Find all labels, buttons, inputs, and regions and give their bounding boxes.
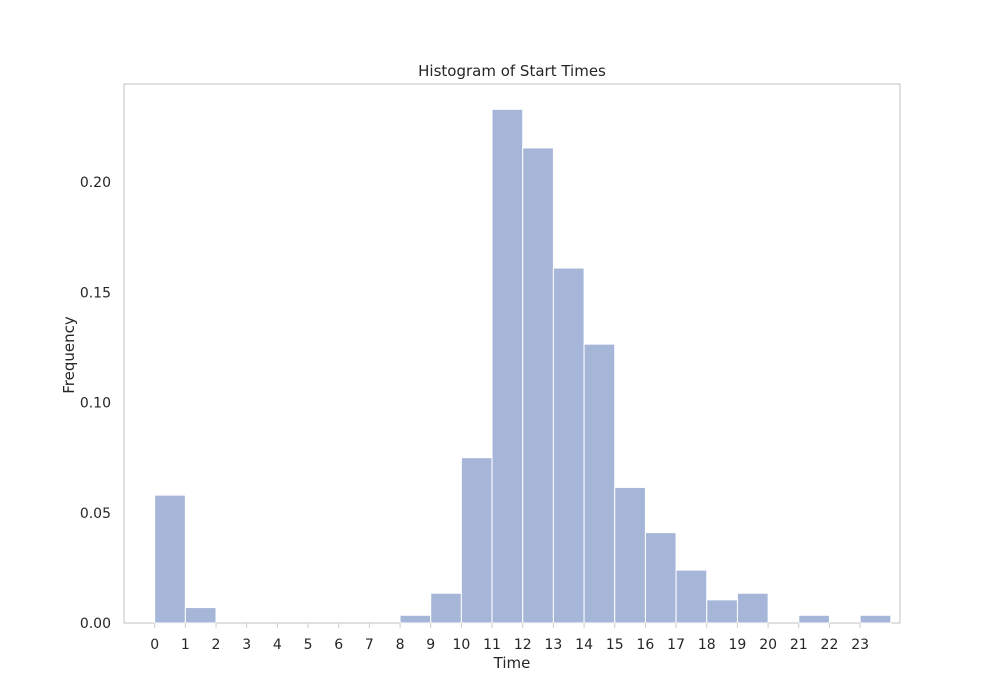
y-tick-label-0_10: 0.10 [80, 396, 111, 412]
histogram-bar-15 [614, 486, 646, 624]
histogram-bar-14 [583, 343, 616, 624]
y-axis-label: Frequency [60, 316, 78, 394]
histogram-bar-13 [552, 267, 585, 624]
histogram-bar-23 [859, 614, 892, 624]
x-tick-label-13: 13 [544, 637, 562, 653]
x-tick-label-3: 3 [242, 637, 251, 653]
x-tick-label-2: 2 [212, 637, 221, 653]
histogram-bar-0 [154, 494, 186, 624]
x-tick-label-8: 8 [396, 637, 405, 653]
histogram-bar-12 [522, 147, 554, 624]
x-tick-label-1: 1 [181, 637, 190, 653]
histogram-bar-19 [736, 592, 769, 624]
histogram-bar-9 [430, 592, 462, 624]
x-tick-label-18: 18 [698, 637, 716, 653]
x-tick-label-11: 11 [483, 637, 501, 653]
y-tick-label-0_00: 0.00 [80, 616, 111, 632]
x-tick-label-7: 7 [365, 637, 374, 653]
x-tick-label-21: 21 [790, 637, 808, 653]
bars-layer [154, 108, 892, 624]
x-tick-label-12: 12 [514, 637, 532, 653]
x-axis-label: Time [493, 654, 531, 672]
x-tick-label-9: 9 [426, 637, 435, 653]
x-tick-label-4: 4 [273, 637, 282, 653]
histogram-bar-17 [675, 569, 708, 624]
histogram-bar-1 [184, 607, 217, 624]
chart-title: Histogram of Start Times [418, 62, 606, 80]
histogram-bar-10 [460, 457, 493, 624]
x-axis-ticks: 0 1 2 3 4 5 6 7 8 9 10 11 12 13 14 15 16 17 18 19 20 21 22 23 [150, 623, 869, 653]
histogram-bar-11 [491, 108, 524, 624]
x-tick-label-10: 10 [452, 637, 470, 653]
x-tick-label-17: 17 [667, 637, 685, 653]
x-tick-label-16: 16 [637, 637, 655, 653]
x-tick-label-15: 15 [606, 637, 624, 653]
histogram-bar-8 [399, 614, 432, 624]
y-tick-label-0_15: 0.15 [80, 285, 111, 301]
x-tick-label-0: 0 [150, 637, 159, 653]
histogram-bar-16 [644, 532, 677, 624]
y-tick-label-0_05: 0.05 [80, 506, 111, 522]
x-tick-label-22: 22 [821, 637, 839, 653]
x-tick-label-5: 5 [304, 637, 313, 653]
x-tick-label-23: 23 [851, 637, 869, 653]
y-tick-label-0_20: 0.20 [80, 175, 111, 191]
x-tick-label-6: 6 [334, 637, 343, 653]
histogram-bar-21 [798, 614, 830, 624]
x-tick-label-19: 19 [729, 637, 747, 653]
x-tick-label-14: 14 [575, 637, 593, 653]
x-tick-label-20: 20 [759, 637, 777, 653]
y-axis-ticks: 0.00 0.05 0.10 0.15 0.20 [80, 175, 111, 632]
histogram-bar-18 [706, 599, 738, 624]
